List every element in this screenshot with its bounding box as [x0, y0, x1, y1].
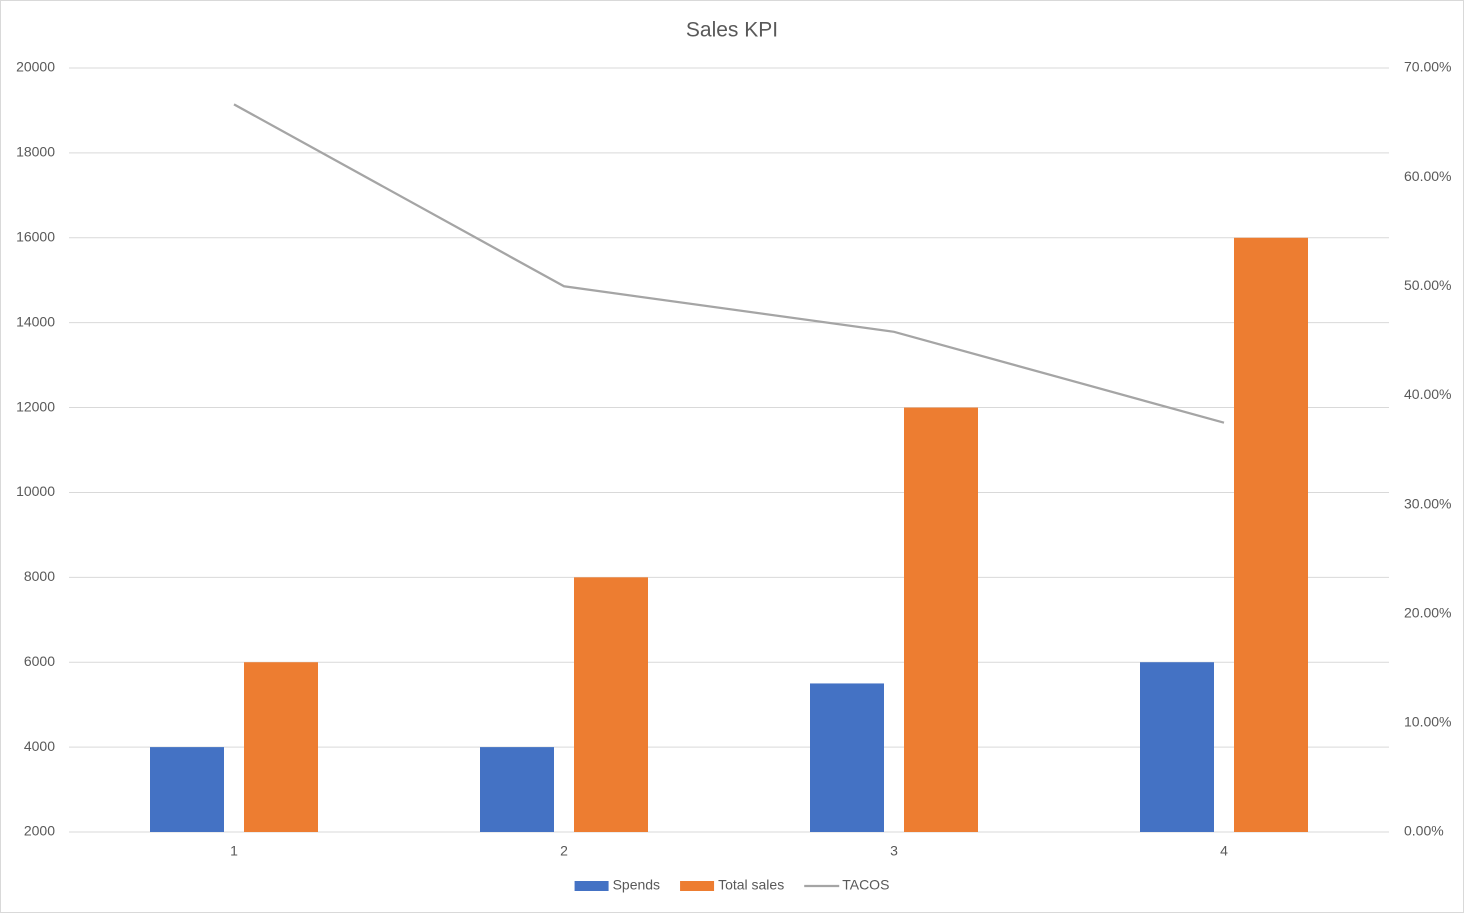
y-tick-label: 4000 [24, 738, 55, 754]
y-tick-label: 10000 [16, 483, 55, 499]
chart-title: Sales KPI [686, 19, 778, 42]
bar [1140, 662, 1214, 832]
legend-label: Spends [613, 877, 660, 893]
x-tick-label: 1 [230, 843, 238, 859]
y2-tick-label: 0.00% [1404, 823, 1444, 839]
bar [150, 747, 224, 832]
bar [244, 662, 318, 832]
legend-label: Total sales [718, 877, 784, 893]
bar [904, 407, 978, 832]
y-tick-label: 20000 [16, 59, 55, 75]
y-tick-label: 16000 [16, 228, 55, 244]
y2-tick-label: 40.00% [1404, 386, 1451, 402]
y2-tick-label: 60.00% [1404, 168, 1451, 184]
y-tick-label: 12000 [16, 398, 55, 414]
legend-swatch [680, 881, 715, 891]
y-tick-label: 8000 [24, 568, 55, 584]
x-tick-label: 3 [890, 843, 898, 859]
y2-tick-label: 50.00% [1404, 277, 1451, 293]
bar [810, 683, 884, 832]
y2-tick-label: 20.00% [1404, 604, 1451, 620]
y-tick-label: 6000 [24, 653, 55, 669]
bar [1234, 237, 1308, 832]
y-tick-label: 14000 [16, 313, 55, 329]
line [233, 103, 1225, 424]
x-tick-label: 2 [560, 843, 568, 859]
bar [574, 577, 648, 832]
x-tick-label: 4 [1220, 843, 1228, 859]
legend: Spends Total sales TACOS [574, 877, 889, 893]
legend-swatch [574, 881, 609, 891]
y2-tick-label: 10.00% [1404, 714, 1451, 730]
y-tick-label: 2000 [24, 823, 55, 839]
legend-label: TACOS [842, 877, 889, 893]
y2-tick-label: 30.00% [1404, 495, 1451, 511]
bar [480, 747, 554, 832]
y-tick-label: 18000 [16, 144, 55, 160]
y2-tick-label: 70.00% [1404, 59, 1451, 75]
